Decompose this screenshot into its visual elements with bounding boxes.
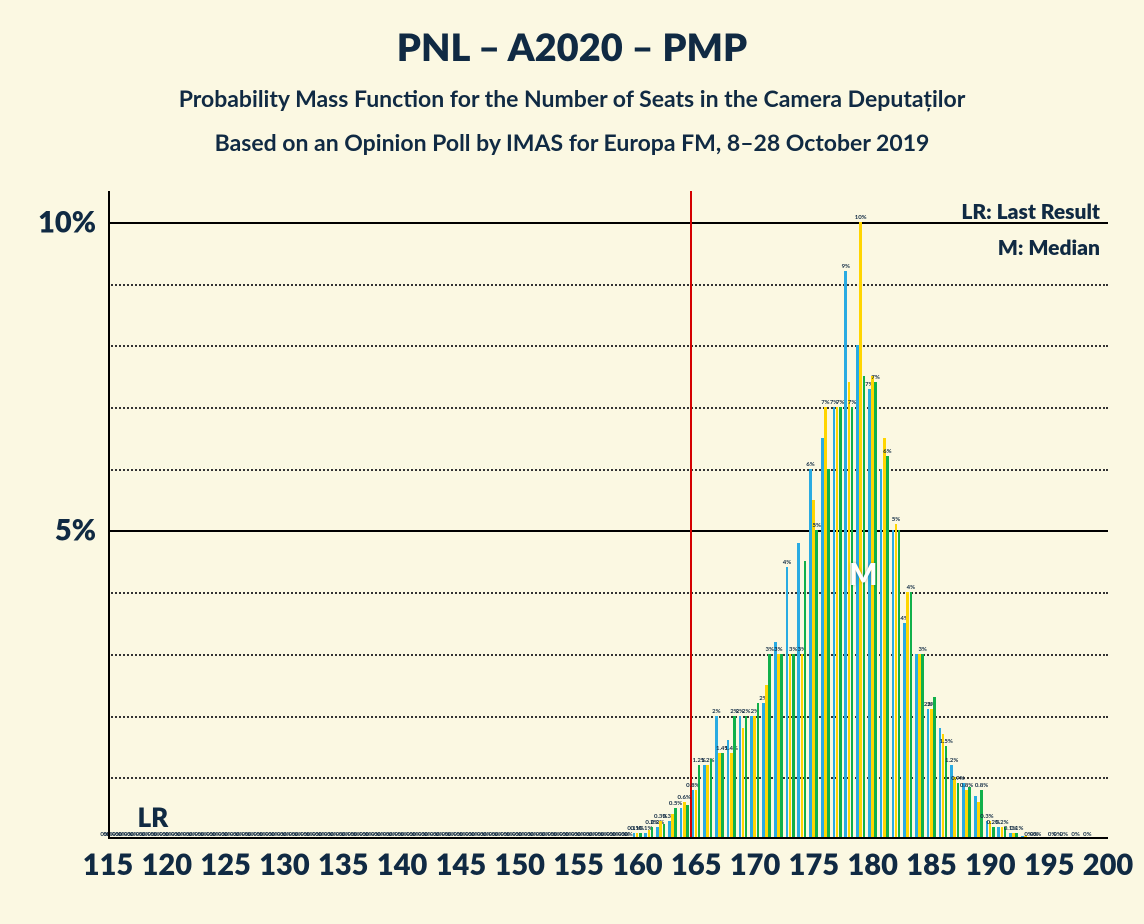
bar-value-label: 7%	[821, 400, 829, 407]
x-axis	[108, 837, 1108, 839]
lr-marker: LR	[138, 801, 169, 833]
bar-series-2: 1.4%	[721, 753, 724, 839]
bar-series-2	[780, 654, 783, 839]
bar-value-label: 3%	[774, 647, 782, 654]
bar-series-2	[757, 703, 760, 839]
minor-gridline	[108, 592, 1108, 594]
bar-series-2: 3%	[921, 654, 924, 839]
chart-subtitle-2: Based on an Opinion Poll by IMAS for Eur…	[0, 128, 1144, 156]
chart-subtitle-1: Probability Mass Function for the Number…	[0, 84, 1144, 112]
y-tick-label: 10%	[38, 204, 108, 239]
x-tick-label: 125	[200, 839, 250, 882]
bar-value-label: 0.8%	[975, 783, 988, 790]
bar-series-2: 3%	[792, 654, 795, 839]
major-gridline	[108, 222, 1108, 224]
bar-value-label: 10%	[855, 215, 867, 222]
bar-value-label: 0.1%	[1010, 826, 1023, 833]
median-marker: M	[849, 556, 878, 592]
bar-value-label: 0.6%	[678, 795, 691, 802]
bar-series-2	[968, 787, 971, 839]
bar-series-2: 2%	[745, 716, 748, 839]
bar-value-label: 1.2%	[701, 758, 714, 765]
bar-series-2	[710, 759, 713, 839]
x-tick-label: 170	[730, 839, 780, 882]
bar-value-label: 4%	[907, 585, 915, 592]
minor-gridline	[108, 345, 1108, 347]
bar-value-label: 3%	[766, 647, 774, 654]
x-tick-label: 185	[906, 839, 956, 882]
bar-series-2: 7%	[839, 407, 842, 839]
bar-value-label: 6%	[883, 449, 891, 456]
x-tick-label: 150	[495, 839, 545, 882]
bar-value-label: 1.4%	[725, 746, 738, 753]
bar-series-2	[933, 697, 936, 839]
bar-series-2	[898, 530, 901, 839]
chart-title: PNL – A2020 – PMP	[0, 24, 1144, 70]
x-tick-label: 160	[612, 839, 662, 882]
major-gridline	[108, 530, 1108, 532]
bar-value-label: 7%	[836, 400, 844, 407]
bar-value-label: 2%	[712, 709, 720, 716]
x-tick-label: 165	[671, 839, 721, 882]
majority-line	[690, 191, 692, 839]
legend-m: M: Median	[998, 235, 1100, 260]
bar-series-2: 2%	[733, 716, 736, 839]
x-tick-label: 145	[436, 839, 486, 882]
x-tick-label: 190	[965, 839, 1015, 882]
bar-value-label: 3%	[789, 647, 797, 654]
bar-series-2	[804, 561, 807, 839]
bar-value-label: 1.5%	[940, 739, 953, 746]
bar-value-label: 1.2%	[945, 758, 958, 765]
bar-series-2: 4%	[910, 592, 913, 839]
bar-series-2: 7%	[874, 382, 877, 839]
x-tick-label: 115	[83, 839, 133, 882]
bar-series-2	[686, 805, 689, 839]
minor-gridline	[108, 407, 1108, 409]
bar-value-label: 0.8%	[960, 783, 973, 790]
bar-series-2: 6%	[886, 456, 889, 839]
bar-series-2: 0.5%	[674, 808, 677, 839]
bar-value-label: 0.5%	[669, 801, 682, 808]
bar-series-2: 1.2%	[698, 765, 701, 839]
plot-area: 5%10%0%0%0%0%0%0%0%0%0%0%0%0%0%0%0%0%0%0…	[108, 191, 1108, 839]
y-axis	[108, 191, 110, 839]
minor-gridline	[108, 716, 1108, 718]
legend-lr: LR: Last Result	[961, 199, 1100, 224]
minor-gridline	[108, 654, 1108, 656]
bar-series-2: 3%	[768, 654, 771, 839]
bar-value-label: 6%	[806, 462, 814, 469]
bar-value-label: 3%	[918, 647, 926, 654]
bar-series-2	[863, 376, 866, 839]
minor-gridline	[108, 284, 1108, 286]
bar-series-2: 5%	[815, 530, 818, 839]
bar-series-2: 7%	[851, 407, 854, 839]
x-tick-label: 175	[789, 839, 839, 882]
x-tick-label: 135	[318, 839, 368, 882]
x-tick-label: 195	[1024, 839, 1074, 882]
bar-value-label: 9%	[842, 264, 850, 271]
bar-value-label: 4%	[783, 560, 791, 567]
bar-value-label: 5%	[892, 517, 900, 524]
minor-gridline	[108, 469, 1108, 471]
x-tick-label: 130	[259, 839, 309, 882]
bar-value-label: 7%	[848, 400, 856, 407]
bar-series-2: 0.9%	[957, 783, 960, 839]
x-tick-label: 200	[1083, 839, 1133, 882]
x-tick-label: 120	[142, 839, 192, 882]
bar-value-label: 7%	[871, 375, 879, 382]
x-tick-label: 155	[553, 839, 603, 882]
y-tick-label: 5%	[55, 513, 108, 548]
bar-value-label: 2%	[742, 709, 750, 716]
bar-series-2	[827, 469, 830, 839]
x-tick-label: 140	[377, 839, 427, 882]
bar-value-label: 5%	[813, 523, 821, 530]
x-tick-label: 180	[847, 839, 897, 882]
